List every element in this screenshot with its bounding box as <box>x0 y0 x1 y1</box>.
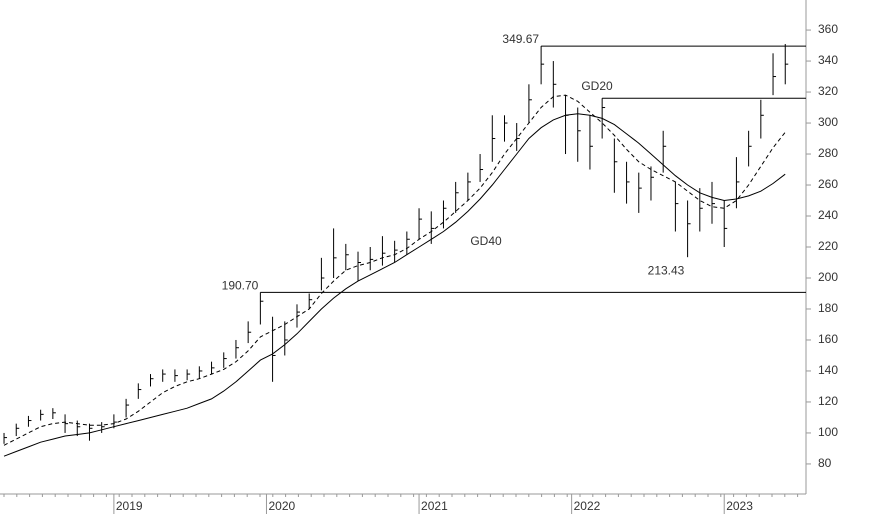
y-tick-label: 80 <box>818 456 832 470</box>
series-label: GD40 <box>470 234 502 248</box>
y-tick-label: 160 <box>818 332 838 346</box>
y-tick-label: 260 <box>818 177 838 191</box>
x-tick-label: 2019 <box>116 499 143 513</box>
y-tick-label: 200 <box>818 270 838 284</box>
x-tick-label: 2023 <box>726 499 753 513</box>
y-tick-label: 180 <box>818 301 838 315</box>
low-annotation: 213.43 <box>648 263 685 277</box>
level-label: 190.70 <box>222 279 259 293</box>
y-tick-label: 220 <box>818 239 838 253</box>
y-tick-label: 340 <box>818 53 838 67</box>
y-tick-label: 100 <box>818 425 838 439</box>
x-tick-label: 2020 <box>268 499 295 513</box>
x-tick-label: 2022 <box>574 499 601 513</box>
y-tick-label: 140 <box>818 363 838 377</box>
y-tick-label: 240 <box>818 208 838 222</box>
y-tick-label: 320 <box>818 84 838 98</box>
moving-average <box>3 113 786 457</box>
y-tick-label: 300 <box>818 115 838 129</box>
level-label: 349.67 <box>502 32 539 46</box>
x-tick-label: 2021 <box>421 499 448 513</box>
y-tick-label: 120 <box>818 394 838 408</box>
y-tick-label: 360 <box>818 22 838 36</box>
y-tick-label: 280 <box>818 146 838 160</box>
series-label: GD20 <box>581 79 613 93</box>
